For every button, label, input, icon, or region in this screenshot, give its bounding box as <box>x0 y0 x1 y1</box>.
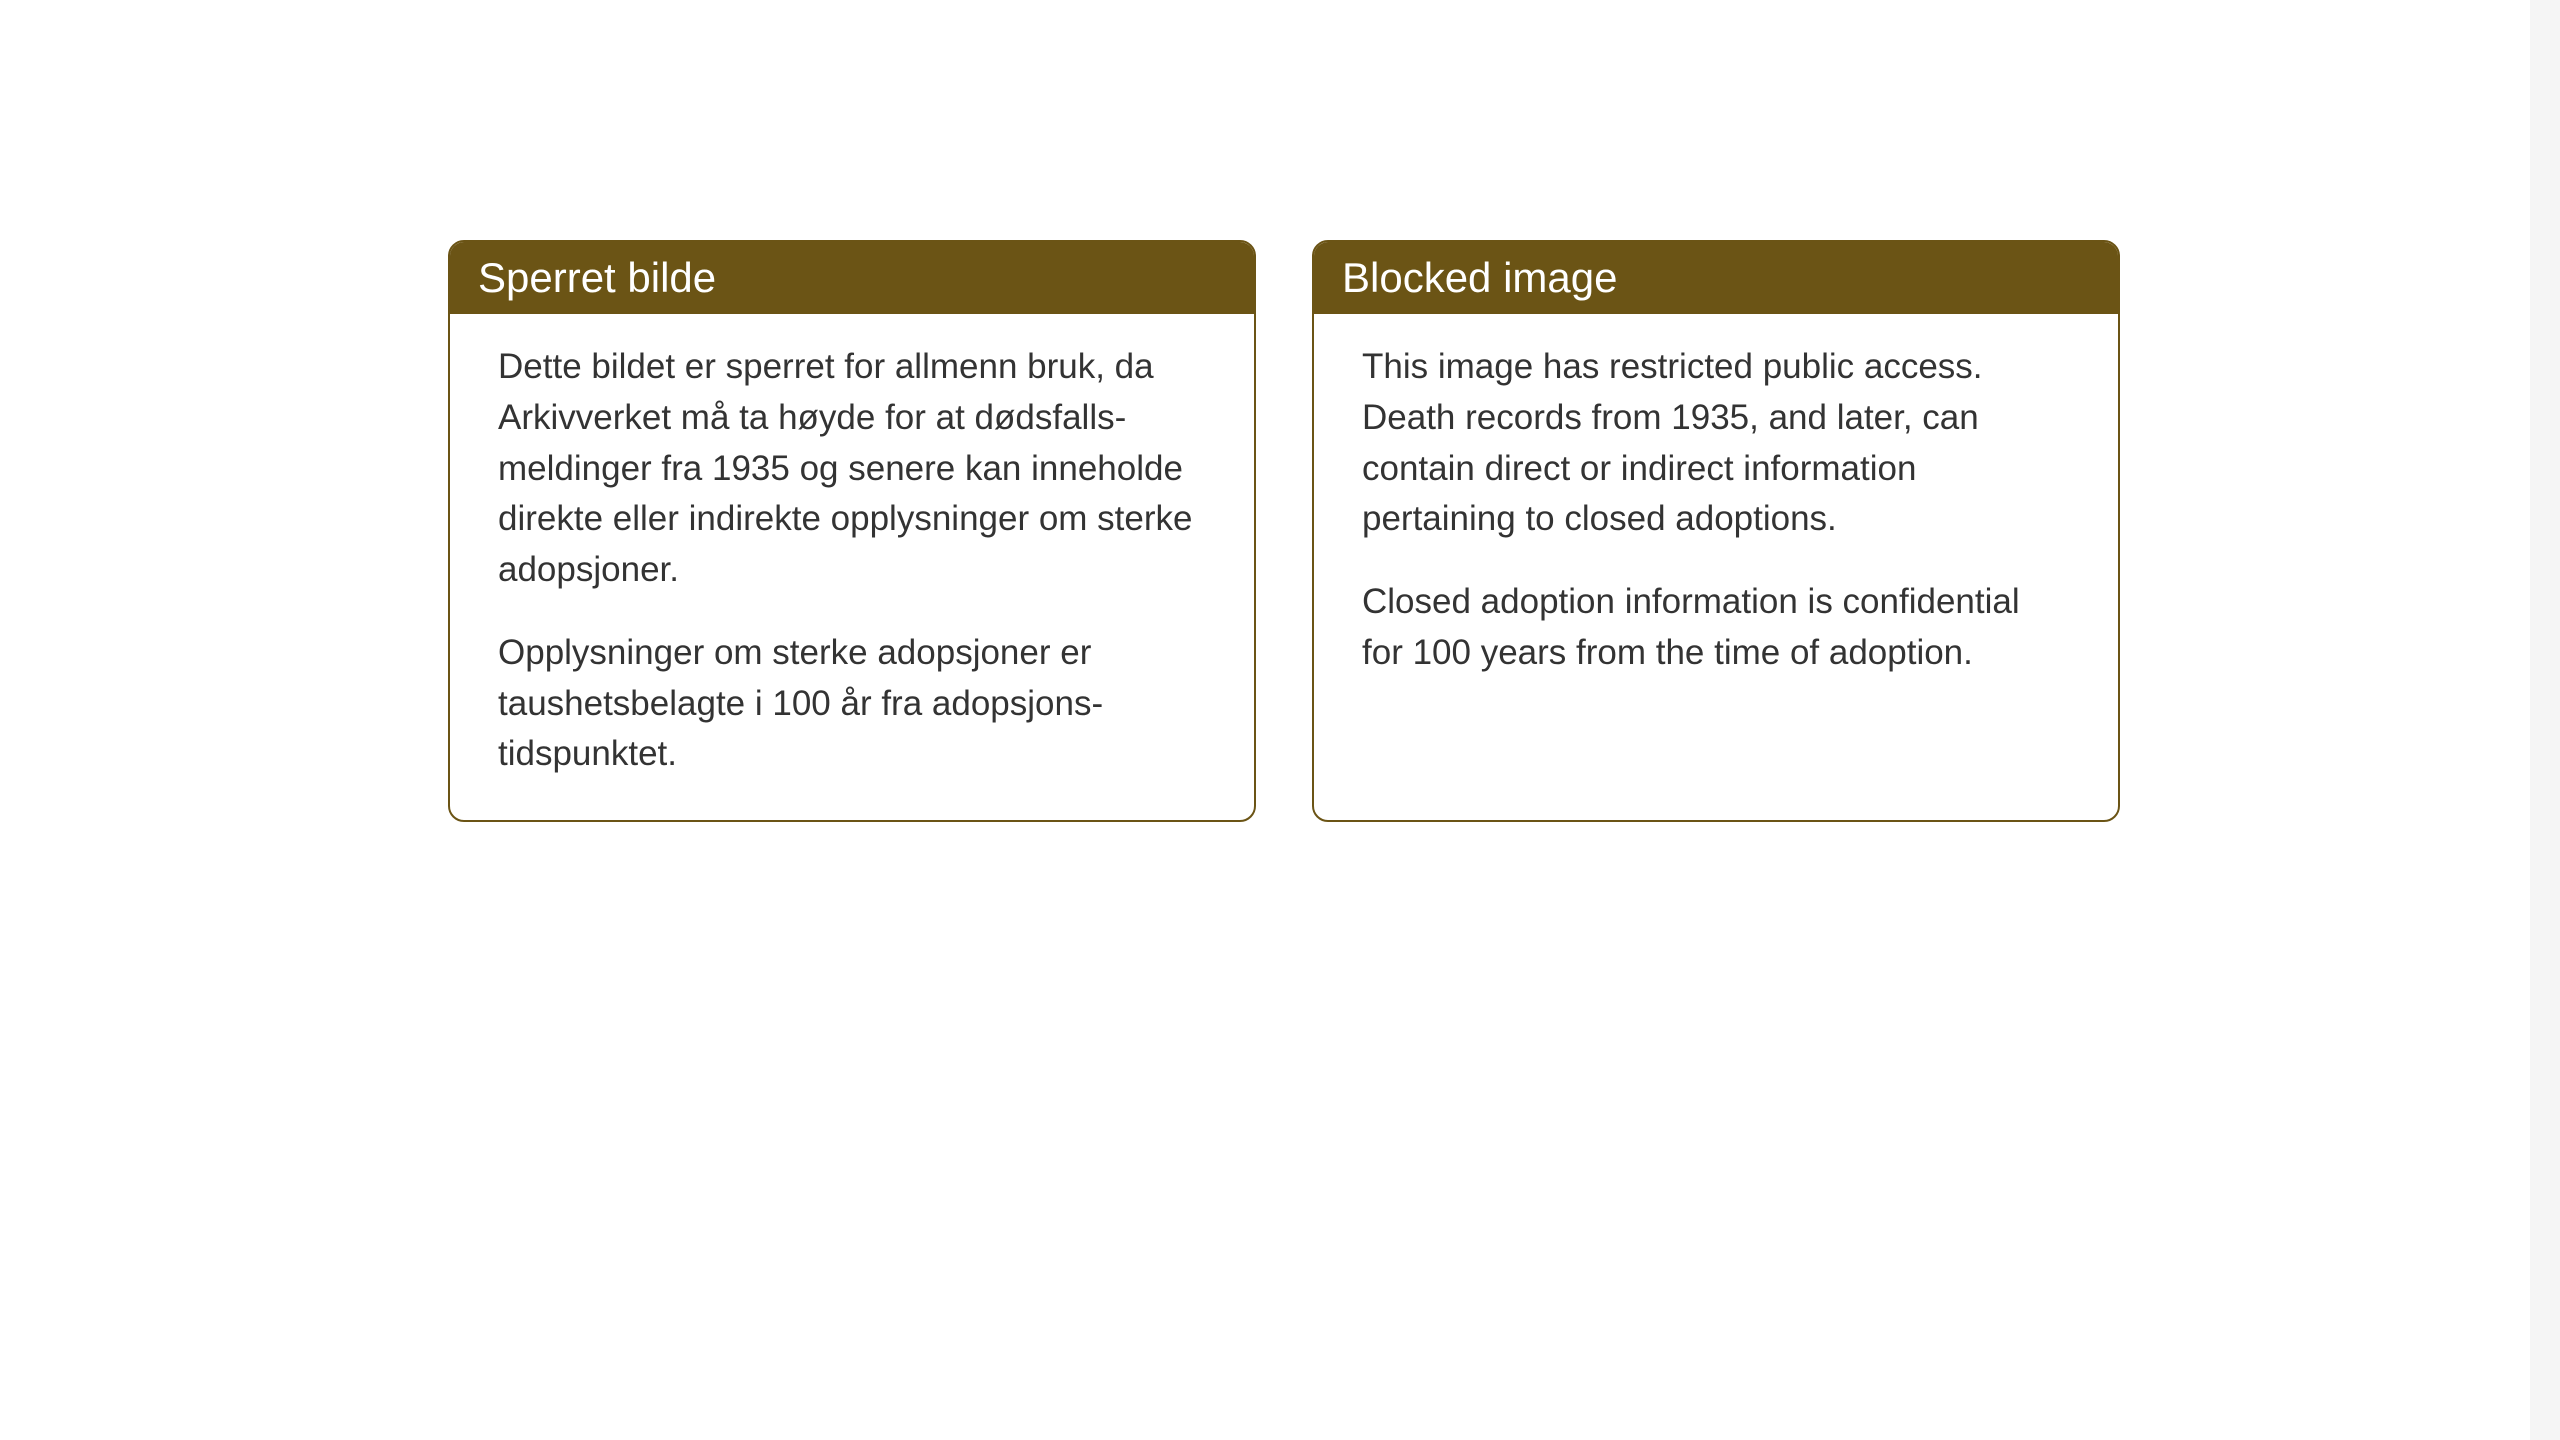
english-header-title: Blocked image <box>1342 254 1617 301</box>
norwegian-card-header: Sperret bilde <box>450 242 1254 314</box>
norwegian-header-title: Sperret bilde <box>478 254 716 301</box>
norwegian-card-body: Dette bildet er sperret for allmenn bruk… <box>450 314 1254 820</box>
scrollbar-track[interactable] <box>2530 0 2560 1440</box>
norwegian-notice-card: Sperret bilde Dette bildet er sperret fo… <box>448 240 1256 822</box>
norwegian-paragraph-2: Opplysninger om sterke adopsjoner er tau… <box>498 628 1206 780</box>
english-card-header: Blocked image <box>1314 242 2118 314</box>
notice-container: Sperret bilde Dette bildet er sperret fo… <box>448 240 2120 822</box>
english-card-body: This image has restricted public access.… <box>1314 314 2118 719</box>
english-notice-card: Blocked image This image has restricted … <box>1312 240 2120 822</box>
english-paragraph-2: Closed adoption information is confident… <box>1362 577 2070 679</box>
norwegian-paragraph-1: Dette bildet er sperret for allmenn bruk… <box>498 342 1206 596</box>
english-paragraph-1: This image has restricted public access.… <box>1362 342 2070 545</box>
